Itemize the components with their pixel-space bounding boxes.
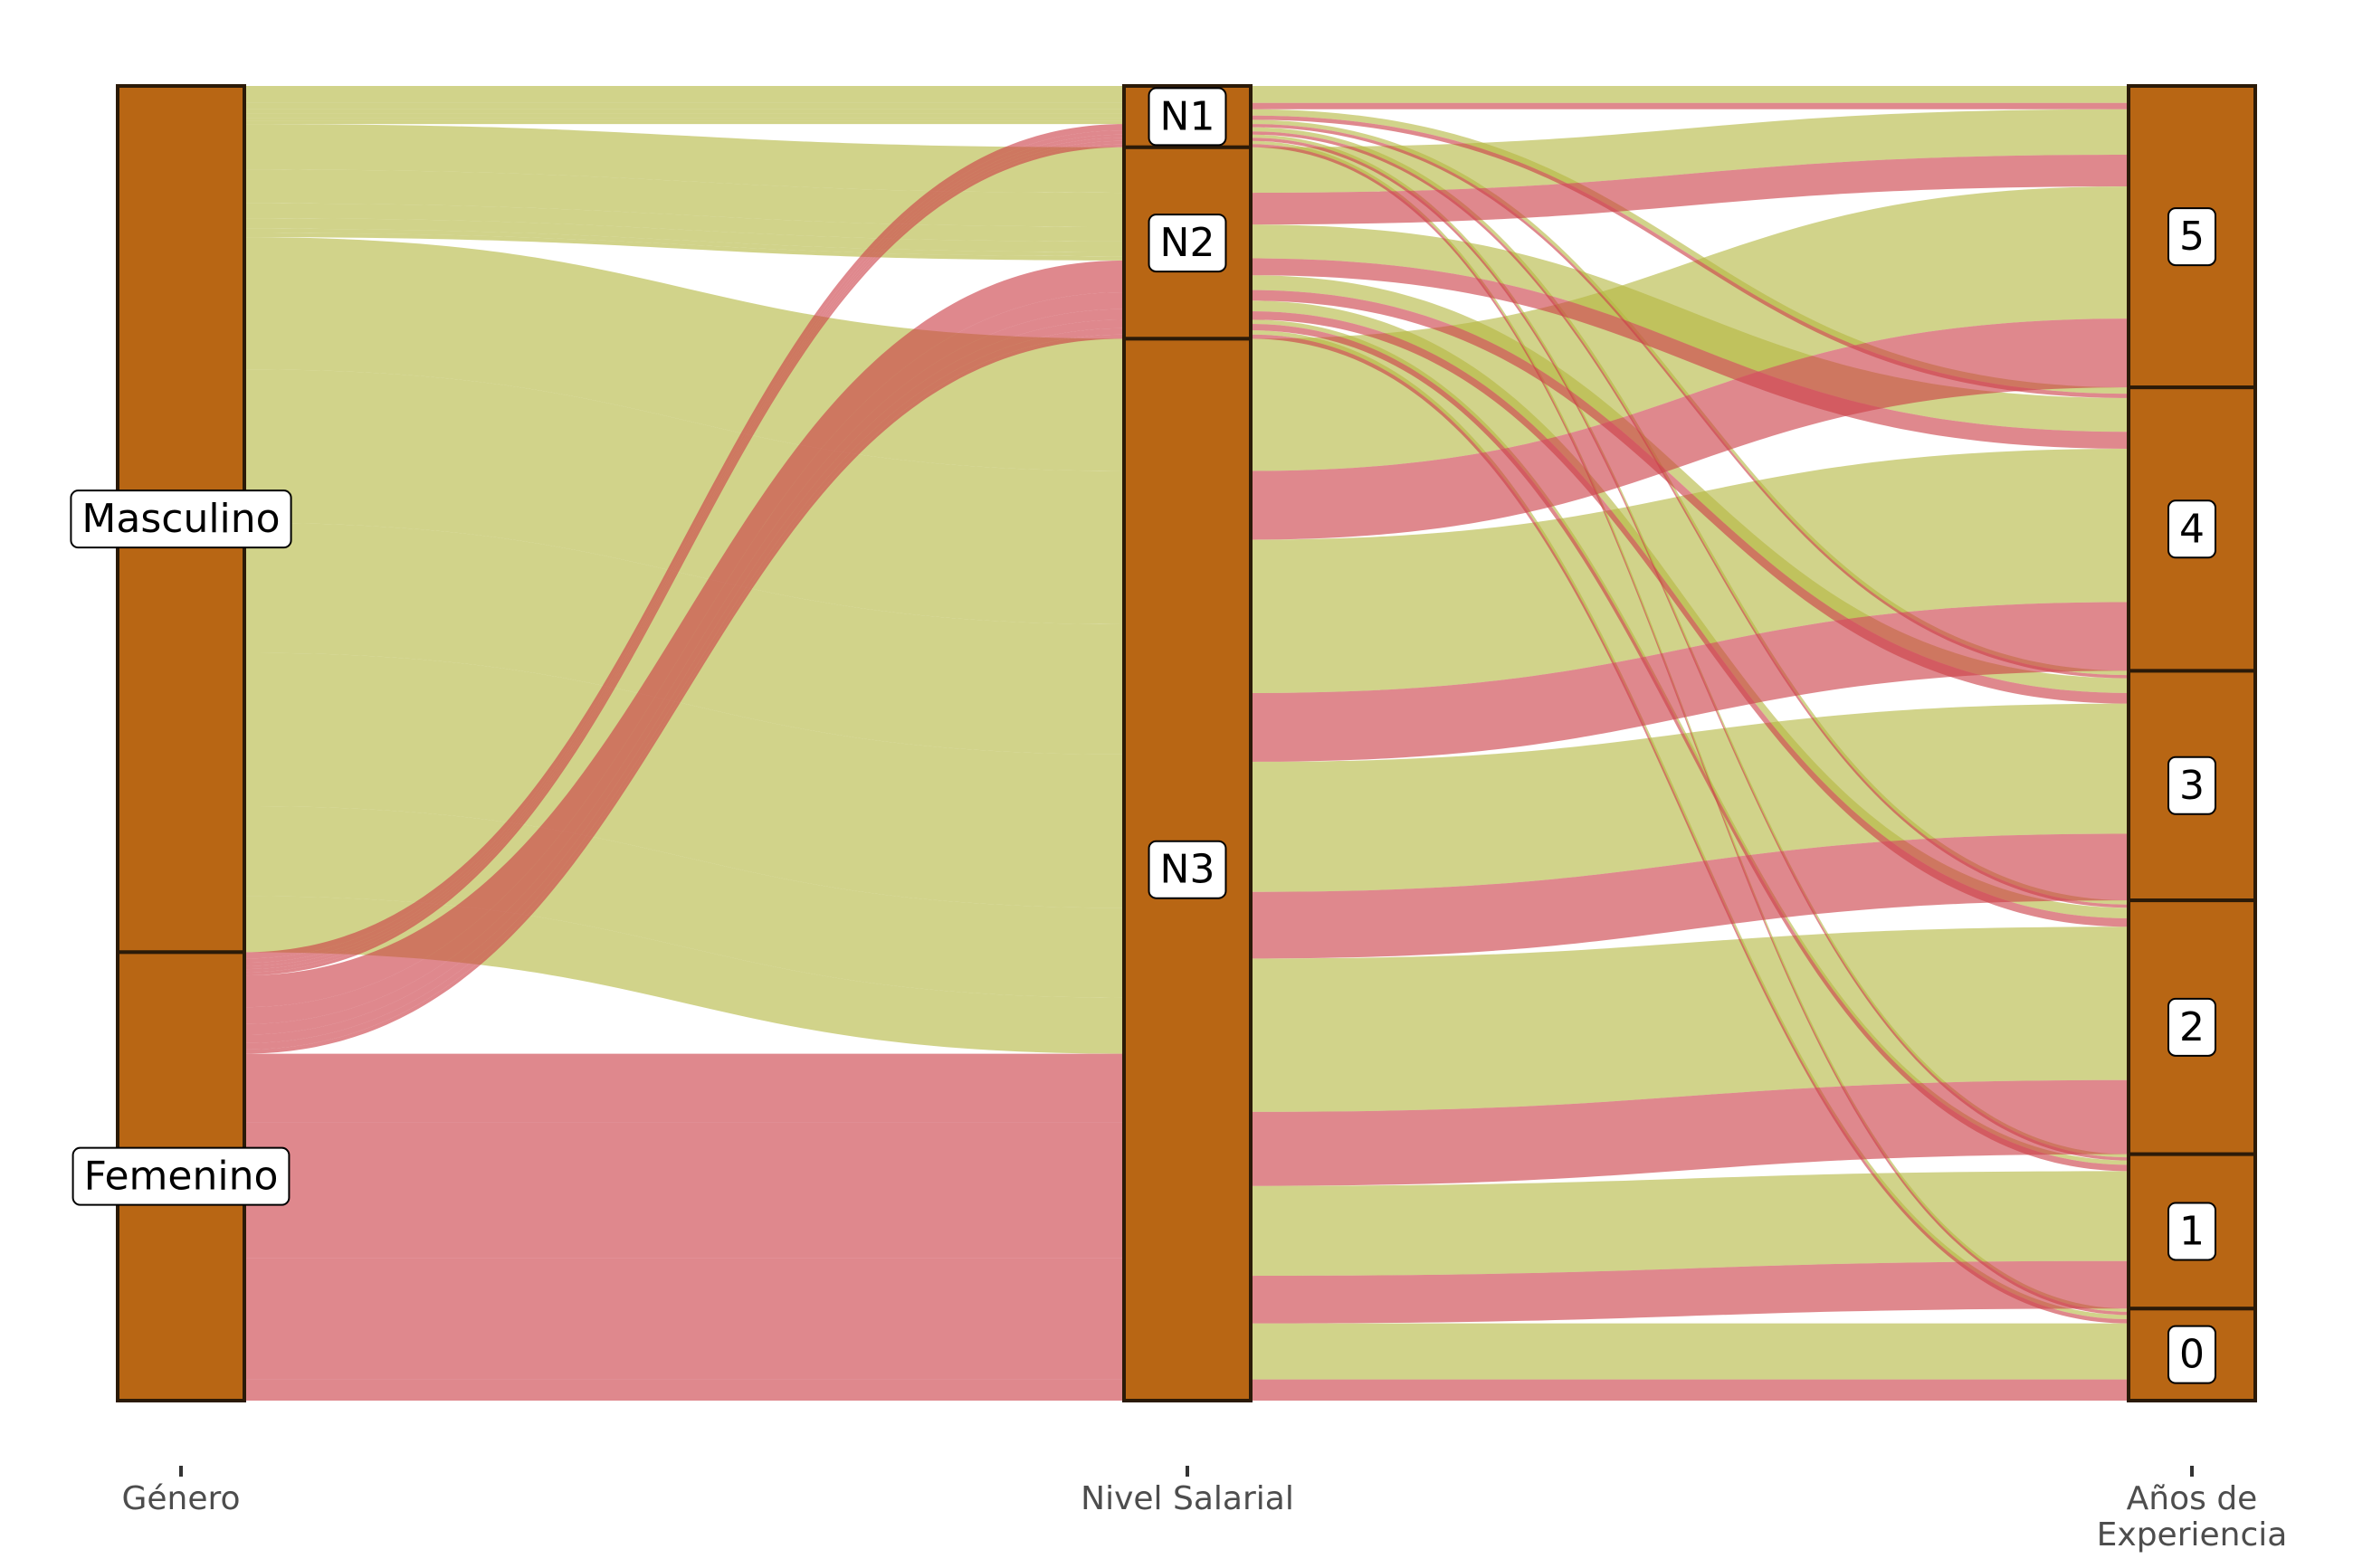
flow-femenino-n2-1-seg2: [1251, 324, 2129, 1172]
stratum-label-box-1: [2167, 1202, 2216, 1261]
flow-masculino-n2-1-seg1: [244, 228, 1124, 257]
stratum-label-box-femenino: [71, 1146, 291, 1206]
flow-femenino-n3-2-seg1: [244, 1258, 1124, 1333]
flow-femenino-n3-5-seg1: [244, 1053, 1124, 1123]
flow-femenino-n1-5-seg1: [244, 124, 1124, 959]
flow-femenino-n2-3-seg2: [1251, 290, 2129, 704]
stratum-label-4: 4: [2167, 499, 2216, 559]
flow-femenino-n2-4-seg1: [244, 291, 1124, 1024]
stratum-label-box-3: [2167, 755, 2216, 815]
stratum-label-0: 0: [2167, 1325, 2216, 1384]
flows-layer: [244, 86, 2129, 1401]
flow-femenino-n1-3-seg1: [244, 134, 1124, 966]
flow-femenino-n1-2-seg2: [1251, 131, 2129, 908]
flow-femenino-n2-0-seg1: [244, 334, 1124, 1054]
flow-femenino-n3-1-seg2: [1251, 1260, 2129, 1324]
stratum-label-text-n3: N3: [1160, 847, 1215, 893]
stratum-label-text-n2: N2: [1160, 220, 1215, 266]
flow-femenino-n3-4-seg2: [1251, 602, 2129, 762]
stratum-label-1: 1: [2167, 1202, 2216, 1261]
flow-masculino-n1-5-seg1: [244, 86, 1124, 103]
flow-masculino-n2-0-seg1: [244, 233, 1124, 261]
stratum-label-text-0: 0: [2179, 1332, 2205, 1378]
flow-masculino-n3-4-seg2: [1251, 448, 2129, 693]
stratum-label-box-4: [2167, 499, 2216, 559]
flow-femenino-n3-3-seg1: [244, 1191, 1124, 1259]
flow-masculino-n2-5-seg2: [1251, 109, 2129, 194]
stratum-label-box-0: [2167, 1325, 2216, 1384]
flow-femenino-n2-3-seg1: [244, 309, 1124, 1035]
flow-femenino-n1-4-seg1: [244, 130, 1124, 964]
flow-femenino-n2-5-seg2: [1251, 154, 2129, 225]
flow-masculino-n3-3-seg2: [1251, 703, 2129, 892]
stratum-label-box-n1: [1148, 87, 1227, 147]
flow-femenino-n3-1-seg1: [244, 1332, 1124, 1380]
flow-masculino-n1-0-seg2: [1251, 140, 2129, 1312]
flow-femenino-n3-4-seg1: [244, 1122, 1124, 1192]
flow-femenino-n2-2-seg1: [244, 319, 1124, 1043]
stratum-label-box-n3: [1148, 840, 1227, 899]
flow-masculino-n3-1-seg2: [1251, 1171, 2129, 1277]
flow-masculino-n3-0-seg2: [1251, 1323, 2129, 1380]
flow-femenino-n2-1-seg1: [244, 328, 1124, 1050]
axis-label-1: Género: [121, 1480, 240, 1517]
flow-masculino-n1-0-seg1: [244, 120, 1124, 125]
stratum-label-box-n2: [1148, 214, 1227, 273]
flow-femenino-n3-2-seg2: [1251, 1079, 2129, 1186]
flow-masculino-n2-2-seg1: [244, 218, 1124, 252]
flow-masculino-n1-4-seg2: [1251, 109, 2129, 394]
axis-label-3: Años de Experiencia: [2097, 1480, 2288, 1554]
flow-masculino-n3-1-seg1: [244, 806, 1124, 998]
flow-femenino-n3-5-seg2: [1251, 318, 2129, 540]
stratum-label-n1: N1: [1148, 87, 1227, 147]
flow-femenino-n3-0-seg2: [1251, 1379, 2129, 1401]
flow-femenino-n1-5-seg2: [1251, 102, 2129, 109]
stratum-label-n3: N3: [1148, 840, 1227, 899]
flow-femenino-n2-5-seg1: [244, 260, 1124, 1008]
stratum-label-text-masculino: Masculino: [81, 496, 280, 542]
stratum-label-box-2: [2167, 997, 2216, 1057]
stratum-label-2: 2: [2167, 997, 2216, 1057]
stratum-label-femenino: Femenino: [71, 1146, 291, 1206]
flow-masculino-n3-5-seg2: [1251, 186, 2129, 471]
stratum-label-3: 3: [2167, 755, 2216, 815]
flow-masculino-n3-2-seg2: [1251, 927, 2129, 1112]
flow-femenino-n3-3-seg2: [1251, 833, 2129, 959]
flow-femenino-n2-0-seg2: [1251, 334, 2129, 1324]
flow-masculino-n1-3-seg1: [244, 109, 1124, 114]
flow-femenino-n1-4-seg2: [1251, 115, 2129, 398]
flow-masculino-n1-4-seg1: [244, 102, 1124, 109]
flow-femenino-n1-0-seg1: [244, 144, 1124, 976]
stratum-label-text-femenino: Femenino: [84, 1154, 279, 1200]
flow-femenino-n2-2-seg2: [1251, 310, 2129, 927]
stratum-label-masculino: Masculino: [70, 489, 292, 549]
flow-masculino-n2-5-seg1: [244, 124, 1124, 194]
stratum-label-text-n1: N1: [1160, 93, 1215, 139]
stratum-label-text-4: 4: [2179, 506, 2205, 552]
stratum-label-box-5: [2167, 207, 2216, 267]
stratum-label-box-masculino: [70, 489, 292, 549]
axis-label-2: Nivel Salarial: [1081, 1480, 1294, 1517]
flow-femenino-n1-1-seg1: [244, 140, 1124, 973]
flow-femenino-n2-4-seg2: [1251, 258, 2129, 449]
stratum-label-n2: N2: [1148, 214, 1227, 273]
stratum-labels-layer: Masculino Femenino N1 N2 N3 5 4 3 2 1 0: [70, 87, 2216, 1384]
flow-masculino-n3-2-seg1: [244, 652, 1124, 908]
flow-femenino-n1-0-seg2: [1251, 144, 2129, 1316]
flow-femenino-n3-0-seg1: [244, 1379, 1124, 1401]
flow-femenino-n1-2-seg1: [244, 138, 1124, 970]
stratum-label-text-1: 1: [2179, 1208, 2205, 1254]
stratum-label-text-3: 3: [2179, 763, 2205, 809]
x-axis: Género Nivel Salarial Años de Experiencia: [121, 1466, 2287, 1554]
stratum-label-text-5: 5: [2179, 214, 2205, 260]
flow-masculino-n2-3-seg2: [1251, 275, 2129, 693]
flow-masculino-n1-1-seg1: [244, 118, 1124, 121]
stratum-label-text-2: 2: [2179, 1004, 2205, 1050]
stratum-label-5: 5: [2167, 207, 2216, 267]
flow-masculino-n3-4-seg1: [244, 369, 1124, 624]
flow-masculino-n1-2-seg1: [244, 113, 1124, 119]
flow-masculino-n1-5-seg2: [1251, 86, 2129, 103]
